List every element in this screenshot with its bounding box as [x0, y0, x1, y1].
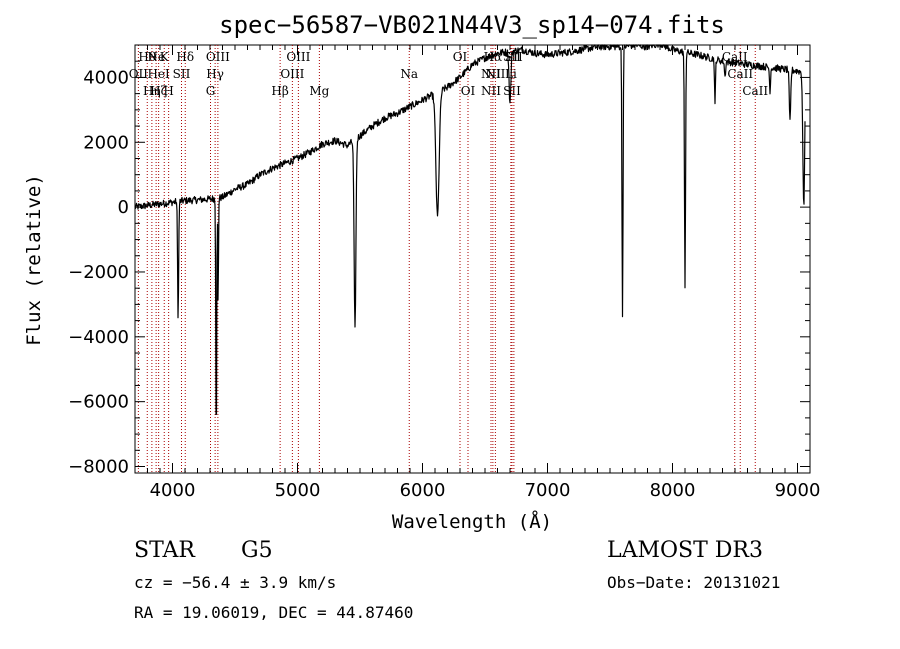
y-tick-label: 4000: [83, 67, 129, 88]
y-tick-label: −2000: [68, 262, 129, 283]
plot-area: [134, 44, 811, 474]
line-marker-label: NII: [481, 67, 501, 81]
spectral-line-markers: OIIHθHηNeHeIHζKHSIIHδGHγOIIIHβOIIIOIIIMg…: [129, 45, 768, 473]
line-marker-label: OIII: [280, 67, 304, 81]
line-marker-label: Hβ: [271, 84, 288, 98]
y-axis: −8000 −6000 −4000 −2000 0 2000 4000: [68, 44, 810, 478]
x-axis-label: Wavelength (Å): [392, 510, 552, 533]
spectrum-series: [134, 44, 806, 415]
line-marker-label: HeI: [147, 67, 170, 81]
line-marker-label: SII: [173, 67, 191, 81]
line-marker-label: OI: [453, 50, 468, 64]
x-tick-label: 6000: [400, 480, 446, 501]
y-tick-label: 0: [118, 197, 129, 218]
x-tick-label: 5000: [275, 480, 321, 501]
sky-coordinates: RA = 19.06019, DEC = 44.87460: [134, 603, 414, 622]
line-marker-label: OIII: [206, 50, 230, 64]
x-axis: 4000 5000 6000 7000 8000 9000: [147, 45, 821, 501]
y-tick-label: 2000: [83, 132, 129, 153]
line-marker-label: G: [206, 84, 216, 98]
y-tick-label: −4000: [68, 327, 129, 348]
line-marker-label: Mg: [309, 84, 329, 98]
object-subclass: G5: [241, 538, 273, 563]
survey-name: LAMOST DR3: [607, 538, 763, 563]
line-marker-label: Hζ: [150, 84, 167, 98]
y-tick-label: −6000: [68, 392, 129, 413]
observation-date: Obs−Date: 20131021: [607, 573, 781, 592]
plot-frame: [134, 44, 811, 474]
line-marker-label: K: [160, 50, 170, 64]
line-marker-label: NII: [481, 84, 501, 98]
line-marker-label: H: [163, 84, 173, 98]
line-marker-label: SII: [503, 84, 521, 98]
line-marker-label: OI: [461, 84, 476, 98]
y-axis-label: Flux (relative): [23, 174, 45, 346]
x-tick-label: 8000: [650, 480, 696, 501]
x-tick-label: 4000: [150, 480, 196, 501]
line-marker-label: OII: [129, 67, 149, 81]
redshift-velocity: cz = −56.4 ± 3.9 km/s: [134, 573, 337, 592]
line-marker-label: OIII: [286, 50, 310, 64]
line-marker-label: Na: [400, 67, 418, 81]
line-marker-label: CaII: [727, 67, 753, 81]
line-marker-label: Ne: [147, 50, 165, 64]
x-tick-label: 9000: [775, 480, 821, 501]
line-marker-label: SII: [505, 50, 523, 64]
line-marker-label: Hγ: [206, 67, 224, 81]
line-marker-label: NII: [485, 67, 505, 81]
x-tick-label: 7000: [525, 480, 571, 501]
y-tick-label: −8000: [68, 457, 129, 478]
chart-title: spec−56587−VB021N44V3_sp14−074.fits: [219, 11, 725, 39]
line-marker-label: Hδ: [176, 50, 194, 64]
spectrum-line: [134, 44, 806, 415]
object-class: STAR: [134, 538, 195, 563]
line-marker-label: CaII: [742, 84, 768, 98]
